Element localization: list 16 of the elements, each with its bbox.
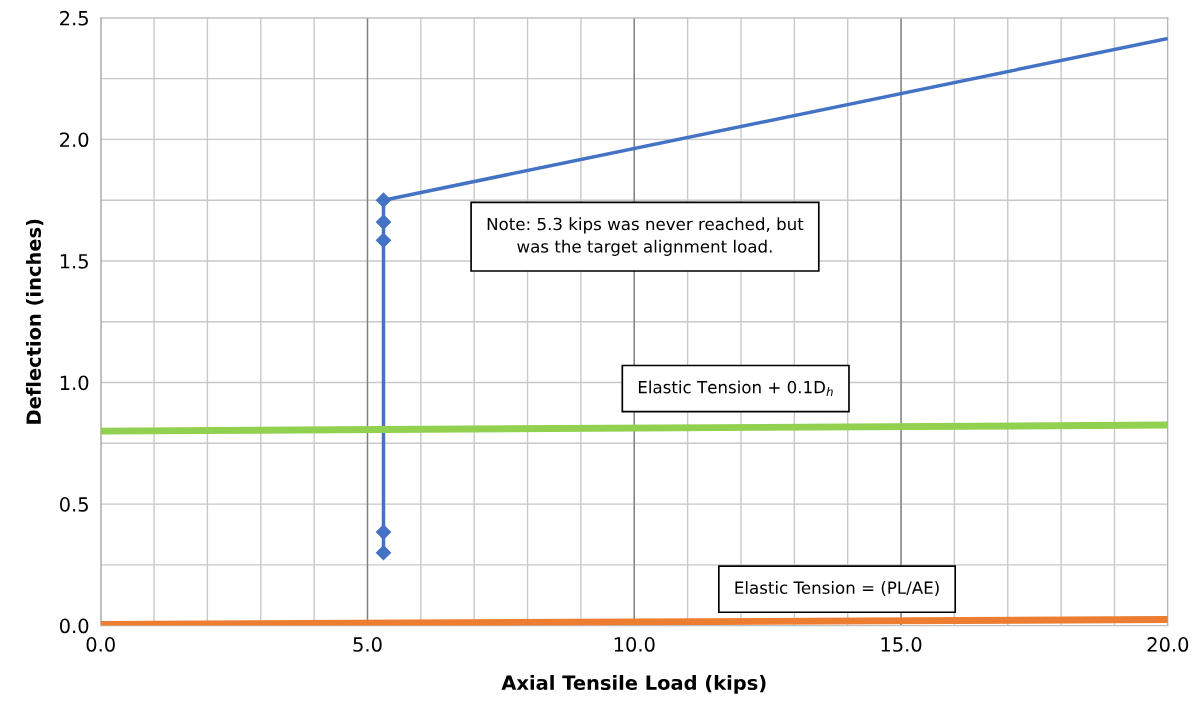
y-tick-label: 1.0 — [60, 375, 89, 391]
annotation: Note: 5.3 kips was never reached, but was the target alignment load. — [487, 217, 804, 256]
x-tick-label: 10.0 — [614, 637, 655, 652]
x-tick-label: 15.0 — [881, 637, 922, 652]
y-tick-label: 0.5 — [59, 497, 88, 512]
x-axis-title: Axial Tensile Load (kips) — [501, 675, 766, 694]
x-tick-label: 0.0 — [86, 637, 115, 652]
x-tick-label: 5.0 — [353, 637, 382, 652]
y-tick-label: 2.5 — [60, 10, 88, 26]
y-axis-title: Deflection (inches) — [25, 219, 44, 424]
annotation: Elastic Tension = (PL/AE) — [735, 581, 939, 596]
y-tick-label: 2.0 — [60, 132, 89, 148]
x-tick-label: 20.0 — [1147, 637, 1189, 652]
y-tick-label: 0.0 — [59, 618, 89, 634]
annotation: Elastic Tension + 0.1D$_{h}$ — [638, 380, 833, 396]
y-tick-label: 1.5 — [60, 254, 88, 269]
